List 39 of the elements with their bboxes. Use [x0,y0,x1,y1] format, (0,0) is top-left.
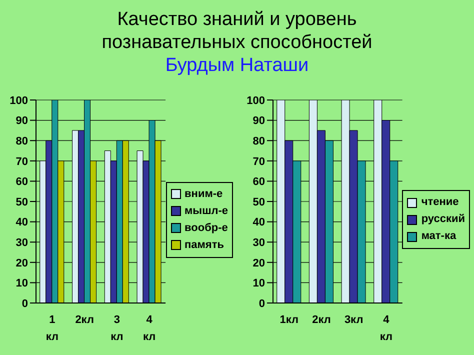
y-tick-label: 60 [252,176,265,188]
x-tick-label: 1кл [280,314,299,326]
y-tick-label: 50 [16,196,28,208]
y-tick-label: 20 [16,257,28,270]
y-tick-label: 0 [22,298,28,310]
y-tick-label: 40 [16,216,28,229]
y-tick-label: 80 [16,136,28,148]
text: Бурдым Наташи [164,54,310,77]
y-tick-label: 100 [10,94,28,107]
y-tick-label: 90 [16,115,28,128]
x-tick-label: 1 кл [46,314,59,343]
y-tick-label: 60 [16,176,28,188]
y-tick-label: 70 [252,156,265,168]
x-tick-label: 4 кл [380,314,392,343]
legend-label: мат-ка [421,229,456,244]
y-tick-label: 20 [252,257,265,270]
y-tick-label: 30 [252,237,265,250]
y-tick-label: 0 [258,298,265,310]
x-tick-label: 2кл [312,314,331,326]
y-tick-label: 10 [252,278,265,290]
x-tick-label: 3 кл [110,314,124,343]
y-tick-label: 70 [16,156,28,168]
legend-label: память [184,238,224,252]
x-tick-label: 4 кл [143,314,156,343]
legend-label: мышл-е [184,204,228,218]
y-tick-label: 90 [252,115,265,128]
y-tick-label: 30 [16,237,28,250]
legend-label: русский [421,212,465,227]
y-tick-label: 40 [252,216,265,229]
text: Качество знаний и уровень познавательных способностей [100,8,374,54]
y-tick-label: 50 [252,196,265,208]
y-tick-label: 80 [252,136,265,148]
x-tick-label: 2кл [75,314,94,326]
legend-label: вним-е [184,186,223,202]
legend-label: чтение [421,195,459,210]
y-tick-label: 100 [246,94,265,107]
y-tick-label: 10 [16,278,28,290]
legend-label: вообр-е [184,220,228,236]
x-tick-label: 3кл [344,314,364,326]
